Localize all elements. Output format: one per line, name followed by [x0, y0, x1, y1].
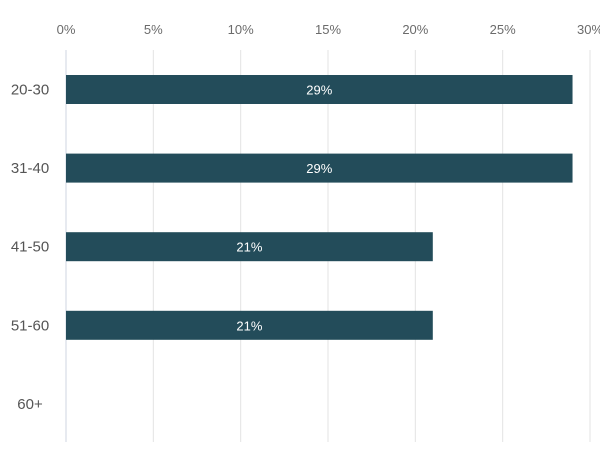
data-label: 29%	[306, 161, 332, 176]
x-tick-label: 0%	[57, 22, 76, 37]
bars	[66, 75, 573, 340]
bar-20-30	[66, 75, 573, 104]
y-axis-categories: 20-30 31-40 41-50 51-60 60+	[11, 82, 49, 413]
x-tick-label: 10%	[228, 22, 254, 37]
bar-31-40	[66, 153, 573, 183]
data-label: 21%	[236, 240, 262, 255]
data-label: 29%	[306, 83, 332, 98]
category-label: 41-50	[11, 239, 49, 256]
data-labels: 29% 29% 21% 21%	[236, 83, 332, 334]
data-label: 21%	[236, 318, 262, 333]
x-tick-label: 20%	[402, 22, 428, 37]
x-tick-label: 15%	[315, 22, 341, 37]
x-tick-label: 25%	[490, 22, 516, 37]
category-label: 51-60	[11, 317, 49, 334]
bar-41-50	[66, 232, 433, 262]
category-label: 31-40	[11, 160, 49, 177]
bar-51-60	[66, 310, 433, 340]
x-axis-ticks: 0% 5% 10% 15% 20% 25% 30%	[57, 22, 600, 37]
x-tick-label: 30%	[577, 22, 600, 37]
category-label: 20-30	[11, 82, 49, 99]
x-tick-label: 5%	[144, 22, 163, 37]
category-label: 60+	[17, 396, 43, 413]
